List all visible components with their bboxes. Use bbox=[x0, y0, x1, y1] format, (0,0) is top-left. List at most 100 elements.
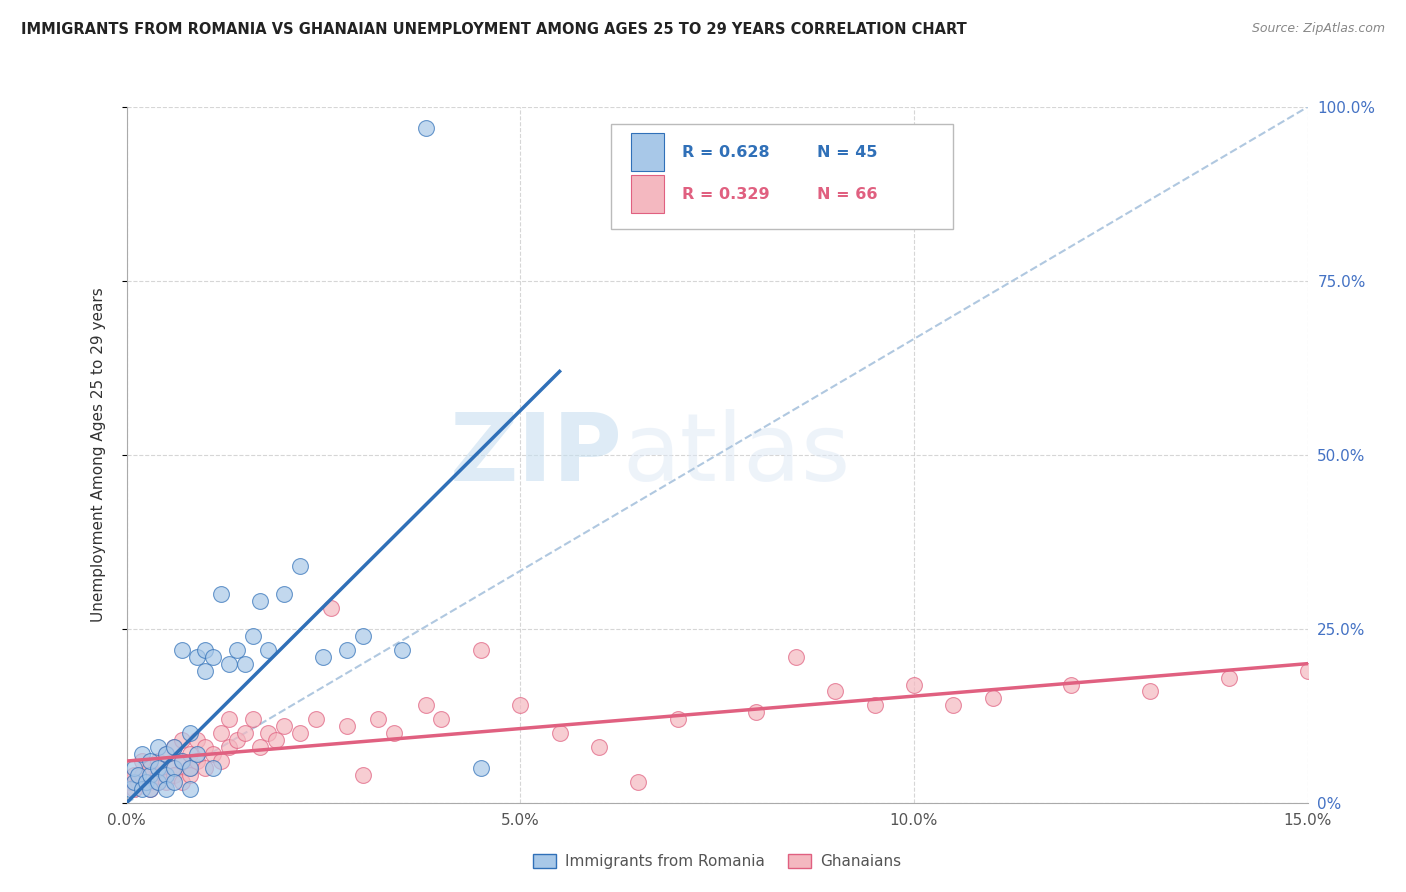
Point bbox=[139, 775, 162, 789]
Point bbox=[194, 664, 217, 678]
Point bbox=[179, 747, 201, 761]
Point bbox=[548, 726, 571, 740]
Point bbox=[170, 642, 193, 657]
Text: Source: ZipAtlas.com: Source: ZipAtlas.com bbox=[1251, 22, 1385, 36]
Point bbox=[336, 719, 359, 733]
Point bbox=[225, 642, 247, 657]
Point bbox=[430, 712, 453, 726]
Point bbox=[163, 768, 186, 782]
Point bbox=[666, 712, 689, 726]
Point bbox=[179, 781, 201, 796]
Point bbox=[352, 629, 374, 643]
Point bbox=[242, 629, 264, 643]
Point bbox=[218, 740, 240, 755]
Point bbox=[1139, 684, 1161, 698]
Point bbox=[186, 649, 208, 664]
Point bbox=[824, 684, 846, 698]
Point bbox=[218, 657, 240, 671]
Bar bbox=[631, 175, 664, 213]
Point bbox=[139, 754, 162, 768]
Point bbox=[146, 775, 169, 789]
Point bbox=[163, 761, 186, 775]
Point bbox=[127, 768, 149, 782]
Text: R = 0.628: R = 0.628 bbox=[682, 145, 769, 160]
Point bbox=[124, 781, 146, 796]
Point bbox=[139, 768, 162, 782]
Legend: Immigrants from Romania, Ghanaians: Immigrants from Romania, Ghanaians bbox=[527, 847, 907, 875]
Point bbox=[135, 775, 157, 789]
Point bbox=[382, 726, 405, 740]
Point bbox=[336, 642, 359, 657]
Point bbox=[264, 733, 287, 747]
Point bbox=[155, 768, 177, 782]
Point bbox=[179, 761, 201, 775]
Point bbox=[202, 747, 225, 761]
Text: N = 66: N = 66 bbox=[817, 186, 877, 202]
Text: ZIP: ZIP bbox=[450, 409, 623, 501]
Point bbox=[209, 587, 232, 601]
Point bbox=[233, 726, 256, 740]
Point bbox=[163, 775, 186, 789]
Point bbox=[981, 691, 1004, 706]
Point bbox=[155, 747, 177, 761]
Point bbox=[470, 761, 492, 775]
Text: N = 45: N = 45 bbox=[817, 145, 877, 160]
Point bbox=[186, 754, 208, 768]
Point bbox=[124, 775, 146, 789]
Point bbox=[225, 733, 247, 747]
Point bbox=[233, 657, 256, 671]
Text: R = 0.329: R = 0.329 bbox=[682, 186, 769, 202]
Point bbox=[146, 761, 169, 775]
Point bbox=[139, 781, 162, 796]
Point bbox=[785, 649, 807, 664]
Point bbox=[146, 740, 169, 755]
Point bbox=[131, 768, 153, 782]
Point bbox=[155, 781, 177, 796]
Text: IMMIGRANTS FROM ROMANIA VS GHANAIAN UNEMPLOYMENT AMONG AGES 25 TO 29 YEARS CORRE: IMMIGRANTS FROM ROMANIA VS GHANAIAN UNEM… bbox=[21, 22, 967, 37]
Point bbox=[163, 740, 186, 755]
Y-axis label: Unemployment Among Ages 25 to 29 years: Unemployment Among Ages 25 to 29 years bbox=[91, 287, 105, 623]
Point bbox=[131, 747, 153, 761]
Point bbox=[131, 754, 153, 768]
Point bbox=[170, 754, 193, 768]
Point bbox=[627, 775, 650, 789]
Point bbox=[1218, 671, 1240, 685]
Point bbox=[202, 649, 225, 664]
Point bbox=[391, 642, 413, 657]
Point bbox=[942, 698, 965, 713]
Point bbox=[588, 740, 610, 755]
Point bbox=[863, 698, 886, 713]
Point bbox=[288, 559, 311, 574]
Text: atlas: atlas bbox=[623, 409, 851, 501]
Point bbox=[186, 747, 208, 761]
Point bbox=[186, 733, 208, 747]
Point bbox=[163, 761, 186, 775]
Point bbox=[146, 768, 169, 782]
Point bbox=[304, 712, 326, 726]
Point bbox=[249, 594, 271, 608]
Point bbox=[179, 726, 201, 740]
Point bbox=[257, 642, 280, 657]
Point bbox=[179, 761, 201, 775]
Point bbox=[415, 698, 437, 713]
Point bbox=[155, 747, 177, 761]
Point bbox=[745, 706, 768, 720]
Point bbox=[273, 719, 295, 733]
Point bbox=[509, 698, 531, 713]
Point bbox=[194, 761, 217, 775]
Point bbox=[209, 754, 232, 768]
Point bbox=[1060, 677, 1083, 691]
Point bbox=[155, 768, 177, 782]
Point bbox=[146, 754, 169, 768]
Point bbox=[202, 761, 225, 775]
Point bbox=[367, 712, 389, 726]
FancyBboxPatch shape bbox=[610, 124, 953, 229]
Point bbox=[131, 781, 153, 796]
Point bbox=[1296, 664, 1319, 678]
Point bbox=[124, 768, 146, 782]
Point bbox=[139, 781, 162, 796]
Point bbox=[903, 677, 925, 691]
Point bbox=[124, 761, 146, 775]
Point bbox=[242, 712, 264, 726]
Point bbox=[139, 761, 162, 775]
